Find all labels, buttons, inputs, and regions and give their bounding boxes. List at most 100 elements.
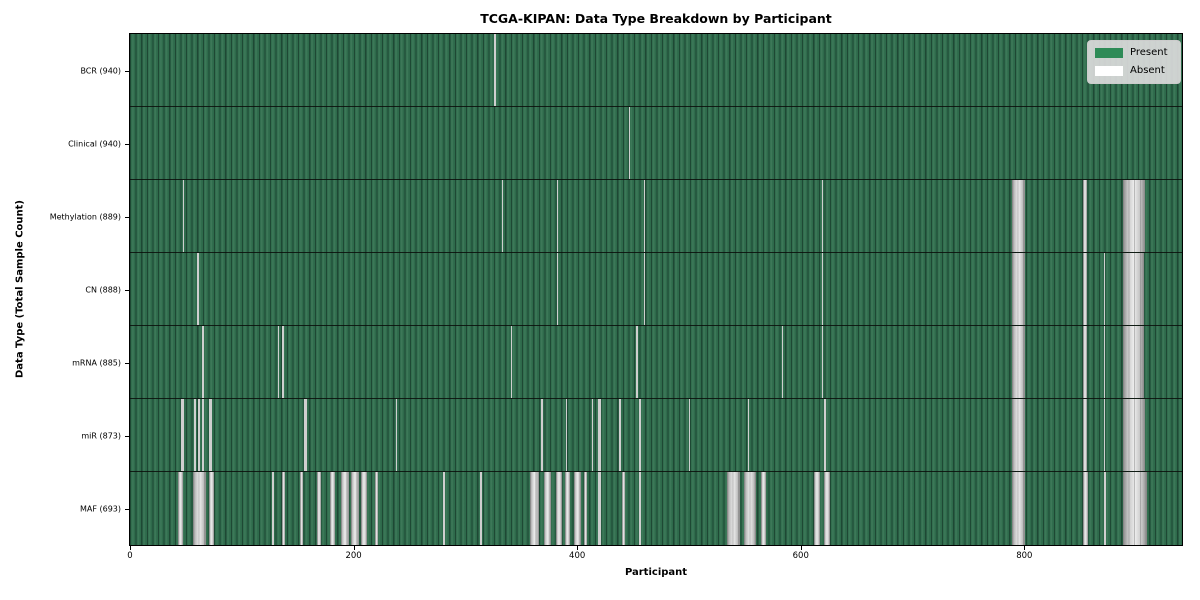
absent-stripe xyxy=(502,180,504,252)
y-tick-mark xyxy=(125,216,129,218)
absent-stripe xyxy=(1122,253,1144,325)
absent-stripe xyxy=(341,472,350,545)
absent-stripe xyxy=(1012,253,1026,325)
absent-stripe xyxy=(628,107,630,179)
absent-stripe xyxy=(271,472,275,545)
heatmap-row-maf xyxy=(130,472,1182,545)
absent-stripe xyxy=(1012,180,1026,252)
absent-stripe xyxy=(598,399,601,471)
absent-stripe xyxy=(178,472,183,545)
absent-stripe xyxy=(591,399,593,471)
absent-stripe xyxy=(573,472,581,545)
absent-stripe xyxy=(814,472,820,545)
absent-stripe xyxy=(638,399,641,471)
x-tick-mark xyxy=(353,546,355,550)
absent-stripe xyxy=(1082,180,1087,252)
absent-stripe xyxy=(1012,399,1026,471)
row-label-cn: CN (888) xyxy=(85,285,121,294)
absent-stripe xyxy=(198,399,201,471)
absent-stripe xyxy=(1103,472,1106,545)
legend-item-absent: Absent xyxy=(1095,64,1173,78)
absent-stripe xyxy=(181,399,184,471)
absent-stripe xyxy=(1103,253,1105,325)
x-tick-label: 800 xyxy=(1016,551,1033,561)
absent-stripe xyxy=(361,472,367,545)
absent-stripe xyxy=(1122,180,1146,252)
absent-stripe xyxy=(351,472,360,545)
legend-absent-label: Absent xyxy=(1130,65,1165,76)
row-label-mir: miR (873) xyxy=(81,431,121,440)
absent-stripe xyxy=(193,399,196,471)
x-tick-label: 0 xyxy=(127,551,133,561)
absent-stripe xyxy=(583,472,588,545)
y-tick-mark xyxy=(125,70,129,72)
absent-stripe xyxy=(299,472,304,545)
absent-stripe xyxy=(1012,472,1026,545)
heatmap-row-clinical xyxy=(130,107,1182,180)
absent-stripe xyxy=(1012,326,1026,398)
heatmap-row-cn xyxy=(130,253,1182,326)
absent-stripe xyxy=(201,326,204,398)
absent-stripe xyxy=(636,326,638,398)
absent-stripe xyxy=(1103,326,1105,398)
absent-stripe xyxy=(822,253,824,325)
absent-swatch-icon xyxy=(1095,66,1123,76)
heatmap-row-mrna xyxy=(130,326,1182,399)
absent-stripe xyxy=(781,326,783,398)
absent-stripe xyxy=(1082,326,1087,398)
absent-stripe xyxy=(688,399,691,471)
absent-stripe xyxy=(644,253,646,325)
y-tick-mark xyxy=(125,289,129,291)
x-tick-mark xyxy=(1024,546,1026,550)
x-tick-mark xyxy=(800,546,802,550)
row-label-clinical: Clinical (940) xyxy=(68,139,121,148)
absent-stripe xyxy=(760,472,767,545)
absent-stripe xyxy=(330,472,335,545)
present-swatch-icon xyxy=(1095,48,1123,58)
absent-stripe xyxy=(557,180,559,252)
x-tick-label: 400 xyxy=(569,551,586,561)
absent-stripe xyxy=(192,472,206,545)
absent-stripe xyxy=(1082,472,1089,545)
absent-stripe xyxy=(479,472,483,545)
absent-stripe xyxy=(824,399,827,471)
x-axis-label: Participant xyxy=(624,567,688,578)
absent-stripe xyxy=(564,472,571,545)
absent-stripe xyxy=(1082,253,1087,325)
absent-stripe xyxy=(316,472,322,545)
absent-stripe xyxy=(541,399,543,471)
absent-stripe xyxy=(304,399,307,471)
absent-stripe xyxy=(743,472,757,545)
absent-stripe xyxy=(530,472,540,545)
absent-stripe xyxy=(822,180,824,252)
absent-stripe xyxy=(443,472,446,545)
absent-stripe xyxy=(748,399,750,471)
heatmap-row-mir xyxy=(130,399,1182,472)
absent-stripe xyxy=(726,472,741,545)
absent-stripe xyxy=(1082,399,1087,471)
row-label-maf: MAF (693) xyxy=(79,504,121,513)
absent-stripe xyxy=(566,399,568,471)
x-tick-label: 200 xyxy=(345,551,362,561)
chart-title: TCGA-KIPAN: Data Type Breakdown by Parti… xyxy=(480,11,832,26)
absent-stripe xyxy=(555,472,562,545)
legend: Present Absent xyxy=(1087,40,1181,84)
absent-stripe xyxy=(396,399,398,471)
heatmap-plot-area xyxy=(129,33,1183,546)
y-tick-mark xyxy=(125,435,129,437)
absent-stripe xyxy=(618,399,621,471)
absent-stripe xyxy=(598,472,601,545)
x-tick-mark xyxy=(577,546,579,550)
y-tick-mark xyxy=(125,143,129,145)
absent-stripe xyxy=(494,34,496,106)
y-axis-label: Data Type (Total Sample Count) xyxy=(14,199,26,379)
y-tick-mark xyxy=(125,508,129,510)
x-tick-label: 600 xyxy=(792,551,809,561)
absent-stripe xyxy=(511,326,513,398)
row-label-mrna: mRNA (885) xyxy=(72,358,121,367)
absent-stripe xyxy=(557,253,559,325)
absent-stripe xyxy=(197,253,200,325)
absent-stripe xyxy=(1122,399,1146,471)
absent-stripe xyxy=(282,326,285,398)
